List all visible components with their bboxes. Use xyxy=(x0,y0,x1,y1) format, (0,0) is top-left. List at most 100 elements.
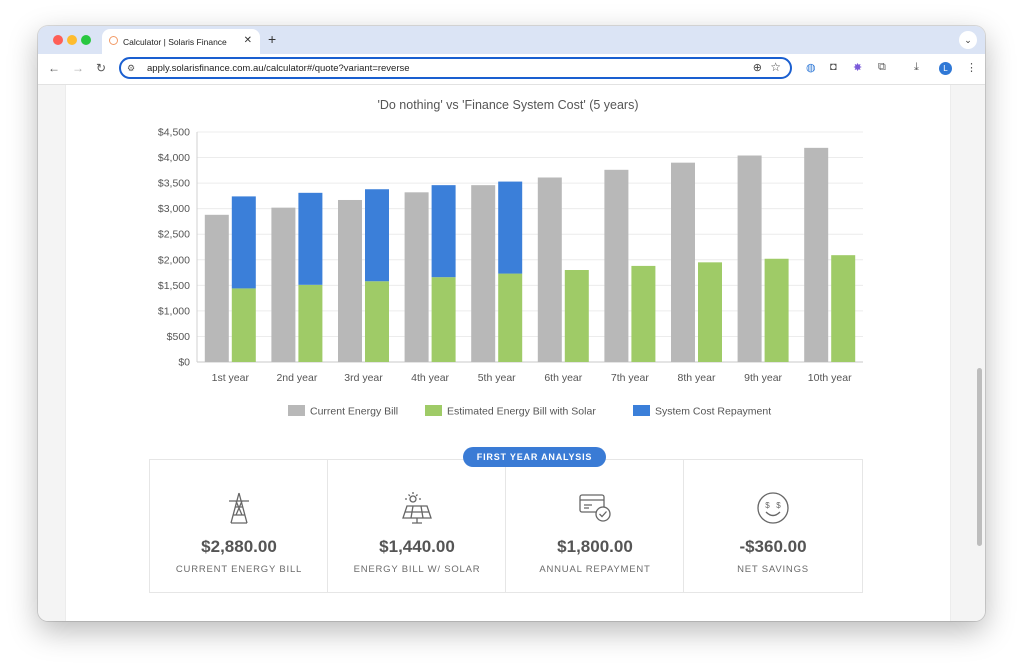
bar-system-cost-repayment xyxy=(298,192,323,285)
legend-swatch xyxy=(425,405,442,416)
svg-text:$: $ xyxy=(776,501,781,510)
browser-window: Calculator | Solaris Finance ✕ + ⌄ ← → ↻… xyxy=(38,26,985,621)
stat-current-bill: $2,880.00 CURRENT ENERGY BILL xyxy=(150,460,328,592)
tab-search-chevron-icon[interactable]: ⌄ xyxy=(959,31,977,49)
x-tick-label: 2nd year xyxy=(276,372,317,384)
site-favicon-icon xyxy=(109,36,118,45)
x-tick-label: 5th year xyxy=(478,372,516,384)
y-tick-label: $0 xyxy=(178,357,190,369)
bar-energy-bill-with-solar xyxy=(831,255,856,362)
download-icon[interactable]: ⤓ xyxy=(914,61,919,73)
y-tick-label: $1,000 xyxy=(158,305,190,317)
bar-current-energy-bill xyxy=(804,147,829,362)
browser-menu-icon[interactable]: ⋮ xyxy=(966,62,977,74)
comparison-bar-chart: $0 $500 $1,000 $1,500 $2,000 $2,500 $3,000 $3,5… xyxy=(158,127,863,418)
bar-system-cost-repayment xyxy=(431,185,456,278)
payment-card-check-icon xyxy=(579,494,611,522)
x-tick-label: 3rd year xyxy=(344,372,383,384)
bar-energy-bill-with-solar xyxy=(764,258,789,362)
browser-tab[interactable]: Calculator | Solaris Finance ✕ xyxy=(102,29,260,54)
bar-energy-bill-with-solar xyxy=(631,265,656,362)
legend-label: Estimated Energy Bill with Solar xyxy=(447,406,596,418)
bar-system-cost-repayment xyxy=(231,196,256,289)
net-savings-label: NET SAVINGS xyxy=(737,564,809,575)
y-tick-label: $1,500 xyxy=(158,280,190,292)
calculator-card: 'Do nothing' vs 'Finance System Cost' (5… xyxy=(65,85,951,621)
x-tick-label: 7th year xyxy=(611,372,649,384)
tab-bar: Calculator | Solaris Finance ✕ + ⌄ xyxy=(38,26,985,54)
legend-swatch xyxy=(633,405,650,416)
annual-repayment-value: $1,800.00 xyxy=(557,537,633,556)
bar-energy-bill-with-solar xyxy=(231,288,256,362)
bill-with-solar-value: $1,440.00 xyxy=(379,537,455,556)
site-settings-icon[interactable]: ⚙ xyxy=(127,63,136,73)
bar-current-energy-bill xyxy=(737,155,762,362)
chart-title: 'Do nothing' vs 'Finance System Cost' (5… xyxy=(377,98,639,112)
x-tick-label: 6th year xyxy=(544,372,582,384)
bar-energy-bill-with-solar xyxy=(431,277,456,362)
bar-current-energy-bill xyxy=(204,214,229,362)
close-window-button[interactable] xyxy=(53,35,63,45)
solar-panel-icon xyxy=(402,492,432,524)
y-tick-label: $500 xyxy=(167,331,191,343)
bar-energy-bill-with-solar xyxy=(698,262,722,362)
page-scrollbar[interactable] xyxy=(977,368,982,546)
bookmark-star-icon[interactable]: ☆ xyxy=(770,60,781,74)
legend-swatch xyxy=(288,405,305,416)
x-tick-label: 10th year xyxy=(808,372,852,384)
browser-toolbar: ← → ↻ ⚙ apply.solarisfinance.com.au/calc… xyxy=(38,54,985,85)
y-tick-label: $2,000 xyxy=(158,254,190,266)
bar-current-energy-bill xyxy=(537,177,562,362)
x-tick-label: 8th year xyxy=(678,372,716,384)
net-savings-value: -$360.00 xyxy=(739,537,807,556)
new-tab-button[interactable]: + xyxy=(268,31,277,47)
bar-current-energy-bill xyxy=(671,162,695,362)
analysis-stats: $2,880.00 CURRENT ENERGY BILL $1,440.00 … xyxy=(149,459,863,593)
profile-avatar[interactable]: L xyxy=(939,62,952,75)
forward-arrow-icon[interactable]: → xyxy=(72,61,84,75)
bar-current-energy-bill xyxy=(338,199,362,362)
zoom-icon[interactable]: ⊕ xyxy=(752,62,762,74)
close-tab-icon[interactable]: ✕ xyxy=(243,35,252,46)
page-viewport: 'Do nothing' vs 'Finance System Cost' (5… xyxy=(38,85,985,621)
stat-bill-with-solar: $1,440.00 ENERGY BILL W/ SOLAR xyxy=(328,460,506,592)
x-tick-label: 4th year xyxy=(411,372,449,384)
svg-text:$: $ xyxy=(765,501,770,510)
bar-current-energy-bill xyxy=(404,192,429,362)
y-tick-label: $3,000 xyxy=(158,203,190,215)
reload-icon[interactable]: ↻ xyxy=(96,61,107,75)
first-year-analysis-badge: FIRST YEAR ANALYSIS xyxy=(463,447,606,467)
annual-repayment-label: ANNUAL REPAYMENT xyxy=(539,564,651,575)
x-tick-label: 9th year xyxy=(744,372,782,384)
extensions-puzzle-icon[interactable]: ⧉ xyxy=(878,61,886,73)
maximize-window-button[interactable] xyxy=(81,35,91,45)
power-tower-icon xyxy=(229,492,249,524)
current-bill-value: $2,880.00 xyxy=(201,537,277,556)
current-bill-label: CURRENT ENERGY BILL xyxy=(175,564,303,575)
legend-label: System Cost Repayment xyxy=(655,406,771,418)
stat-annual-repayment: $1,800.00 ANNUAL REPAYMENT xyxy=(506,460,684,592)
bar-energy-bill-with-solar xyxy=(298,284,323,362)
x-tick-label: 1st year xyxy=(212,372,250,384)
bar-system-cost-repayment xyxy=(498,181,523,274)
bar-energy-bill-with-solar xyxy=(564,270,589,362)
url-text[interactable]: apply.solarisfinance.com.au/calculator#/… xyxy=(147,63,410,74)
bar-system-cost-repayment xyxy=(365,189,389,282)
minimize-window-button[interactable] xyxy=(67,35,77,45)
y-tick-label: $4,000 xyxy=(158,152,190,164)
password-extension-icon[interactable]: ◍ xyxy=(806,62,816,74)
bar-current-energy-bill xyxy=(471,185,496,362)
legend-label: Current Energy Bill xyxy=(310,406,398,418)
camera-extension-icon[interactable]: ◘ xyxy=(830,61,837,73)
back-arrow-icon[interactable]: ← xyxy=(48,61,60,75)
y-tick-label: $2,500 xyxy=(158,229,190,241)
bar-energy-bill-with-solar xyxy=(498,273,523,362)
bar-current-energy-bill xyxy=(604,169,629,362)
bar-current-energy-bill xyxy=(271,207,296,362)
y-tick-label: $4,500 xyxy=(158,127,190,139)
tab-title: Calculator | Solaris Finance xyxy=(123,37,227,47)
bar-energy-bill-with-solar xyxy=(365,281,389,362)
address-bar[interactable]: ⚙ apply.solarisfinance.com.au/calculator… xyxy=(119,57,792,79)
sparkle-extension-icon[interactable]: ✸ xyxy=(853,62,863,74)
y-tick-label: $3,500 xyxy=(158,178,190,190)
